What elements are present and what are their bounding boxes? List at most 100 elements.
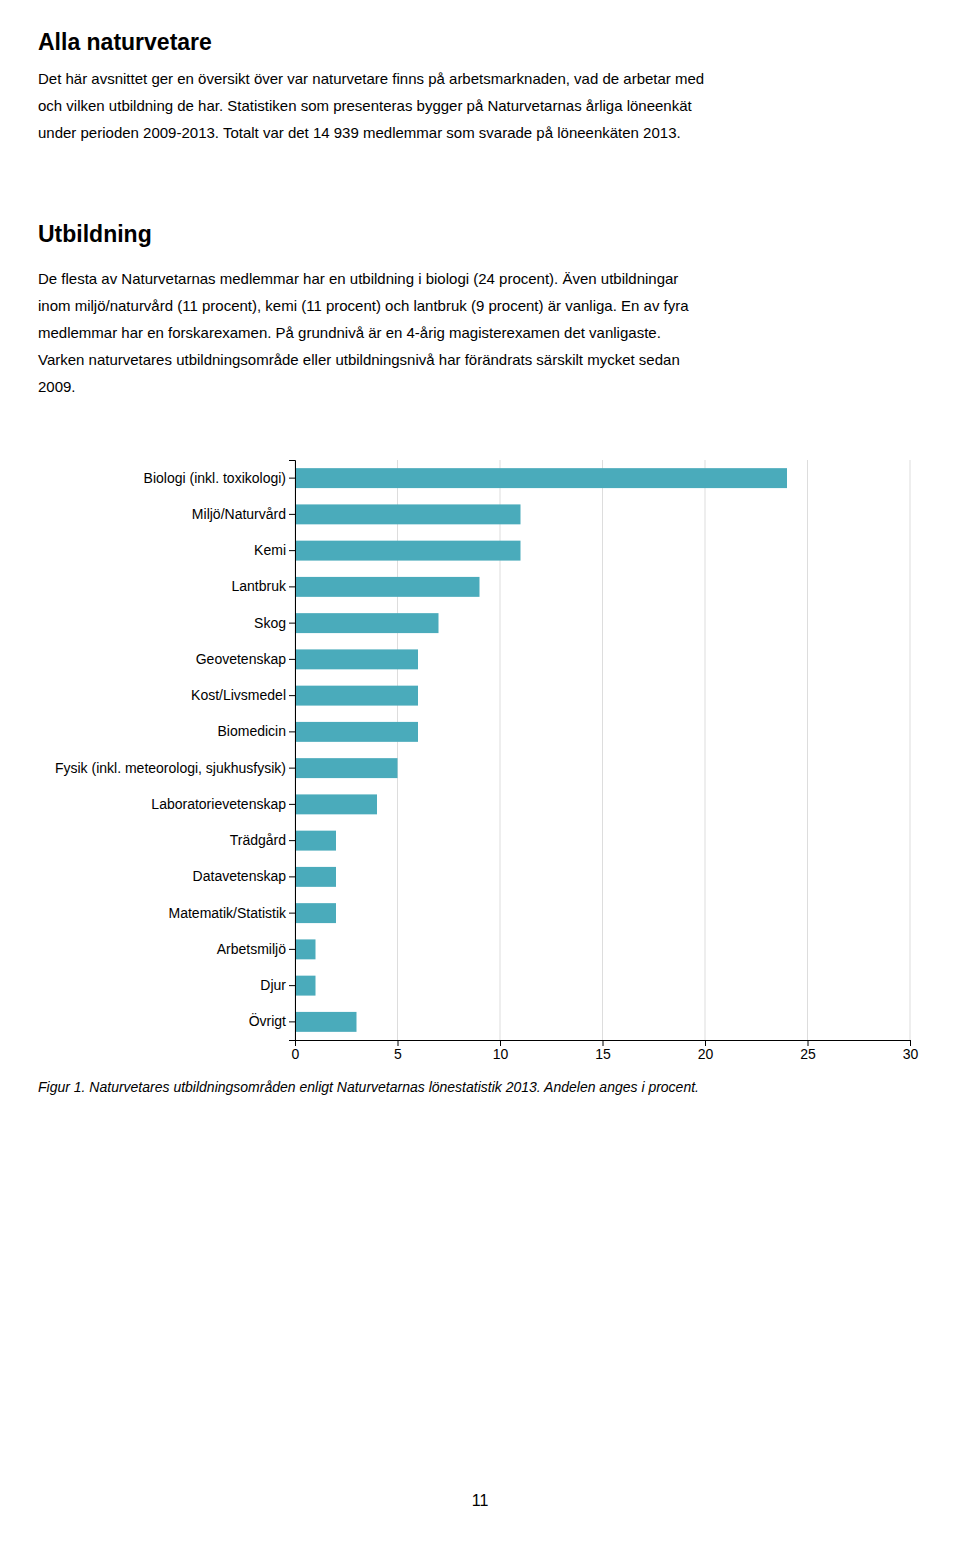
y-tick-label: Övrigt	[249, 1012, 286, 1029]
x-tick: 15	[595, 1040, 611, 1062]
section-body-line: Varken naturvetares utbildningsområde el…	[38, 351, 680, 368]
y-tick: Fysik (inkl. meteorologi, sjukhusfysik)	[55, 760, 295, 776]
y-tick-mark	[289, 478, 295, 479]
x-tick: 5	[394, 1040, 402, 1062]
y-tick-label: Kemi	[254, 542, 286, 558]
grid	[295, 460, 910, 1040]
bar	[295, 504, 521, 524]
body-text-line: och vilken utbildning de har. Statistike…	[38, 97, 693, 114]
bar	[295, 649, 418, 669]
y-tick-label: Laboratorievetenskap	[151, 796, 286, 812]
y-tick: Kemi	[254, 542, 295, 558]
bar	[295, 831, 336, 851]
x-axis: 0 5 10 15 20 25 30	[292, 1040, 919, 1062]
page-number: 11	[472, 1492, 489, 1509]
y-tick-mark	[289, 949, 295, 950]
title: Alla naturvetare	[38, 29, 212, 55]
y-tick: Laboratorievetenskap	[151, 796, 295, 812]
y-tick-label: Biomedicin	[218, 723, 286, 739]
y-tick-mark	[289, 768, 295, 769]
x-tick-label: 5	[394, 1046, 402, 1062]
x-tick: 20	[698, 1040, 714, 1062]
y-tick-mark	[289, 876, 295, 877]
y-tick-mark	[289, 659, 295, 660]
x-tick: 25	[800, 1040, 816, 1062]
y-tick-mark	[289, 623, 295, 624]
chart: 0 5 10 15 20 25 30 Biologi (inkl. toxikologi) Mi…	[55, 460, 919, 1062]
y-tick: Övrigt	[249, 1012, 295, 1029]
grid-line	[807, 460, 808, 1040]
y-tick-mark	[289, 985, 295, 986]
y-tick: Djur	[260, 977, 295, 993]
y-tick-mark	[289, 550, 295, 551]
x-tick-label: 0	[292, 1046, 300, 1062]
y-tick-label: Matematik/Statistik	[169, 905, 287, 921]
y-tick-label: Lantbruk	[232, 578, 287, 594]
bar	[295, 722, 418, 742]
y-tick-mark	[289, 804, 295, 805]
y-tick: Arbetsmiljö	[217, 941, 295, 957]
bar	[295, 758, 398, 778]
x-tick: 0	[292, 1040, 300, 1062]
section-body-line: De flesta av Naturvetarnas medlemmar har…	[38, 270, 678, 287]
y-tick-mark	[289, 1021, 295, 1022]
section-body-line: medlemmar har en forskarexamen. På grund…	[38, 324, 661, 341]
body-text: Det här avsnittet ger en översikt över v…	[38, 70, 704, 141]
grid-line	[910, 460, 911, 1040]
bar	[295, 613, 439, 633]
y-tick: Biomedicin	[218, 723, 295, 739]
section-title: Utbildning	[38, 221, 152, 247]
caption: Figur 1. Naturvetares utbildningsområden…	[38, 1079, 699, 1095]
y-tick: Biologi (inkl. toxikologi)	[144, 470, 295, 486]
grid-line	[602, 460, 603, 1040]
bar	[295, 541, 521, 561]
x-tick: 10	[493, 1040, 509, 1062]
y-tick-label: Skog	[254, 615, 286, 631]
bar	[295, 867, 336, 887]
y-tick-mark	[289, 913, 295, 914]
bar	[295, 577, 480, 597]
bar	[295, 468, 787, 488]
bar	[295, 903, 336, 923]
y-tick-label: Datavetenskap	[193, 868, 287, 884]
bar	[295, 794, 377, 814]
y-tick-mark	[289, 731, 295, 732]
y-tick: Trädgård	[230, 832, 295, 848]
y-tick-mark	[289, 514, 295, 515]
section-body-line: inom miljö/naturvård (11 procent), kemi …	[38, 297, 689, 314]
x-tick-label: 25	[800, 1046, 816, 1062]
y-tick: Kost/Livsmedel	[191, 687, 295, 703]
y-tick-label: Miljö/Naturvård	[192, 506, 286, 522]
y-axis-line	[289, 461, 296, 1041]
y-tick-label: Biologi (inkl. toxikologi)	[144, 470, 286, 486]
y-tick: Datavetenskap	[193, 868, 295, 884]
y-tick-mark	[289, 586, 295, 587]
x-tick-label: 15	[595, 1046, 611, 1062]
page: Alla naturvetare Det här avsnittet ger en…	[0, 0, 960, 1543]
bars	[295, 468, 787, 1032]
x-tick: 30	[903, 1040, 919, 1062]
x-tick-label: 30	[903, 1046, 919, 1062]
y-tick: Geovetenskap	[196, 651, 295, 667]
y-tick-label: Kost/Livsmedel	[191, 687, 286, 703]
y-tick-label: Fysik (inkl. meteorologi, sjukhusfysik)	[55, 760, 286, 776]
y-tick-label: Geovetenskap	[196, 651, 286, 667]
x-tick-label: 10	[493, 1046, 509, 1062]
y-tick-label: Trädgård	[230, 832, 286, 848]
section-body: De flesta av Naturvetarnas medlemmar har…	[38, 270, 689, 395]
y-tick-label: Arbetsmiljö	[217, 941, 286, 957]
body-text-line: Det här avsnittet ger en översikt över v…	[38, 70, 704, 87]
y-axis: Biologi (inkl. toxikologi) Miljö/Naturvår…	[55, 461, 296, 1041]
bar	[295, 976, 316, 996]
y-tick: Skog	[254, 615, 295, 631]
bar	[295, 686, 418, 706]
bar	[295, 939, 316, 959]
y-tick-mark	[289, 695, 295, 696]
y-tick: Miljö/Naturvård	[192, 506, 295, 522]
x-tick-label: 20	[698, 1046, 714, 1062]
y-tick-mark	[289, 840, 295, 841]
section-body-line: 2009.	[38, 378, 76, 395]
body-text-line: under perioden 2009-2013. Totalt var det…	[38, 124, 681, 141]
y-tick: Lantbruk	[232, 578, 295, 594]
y-tick: Matematik/Statistik	[169, 905, 295, 921]
